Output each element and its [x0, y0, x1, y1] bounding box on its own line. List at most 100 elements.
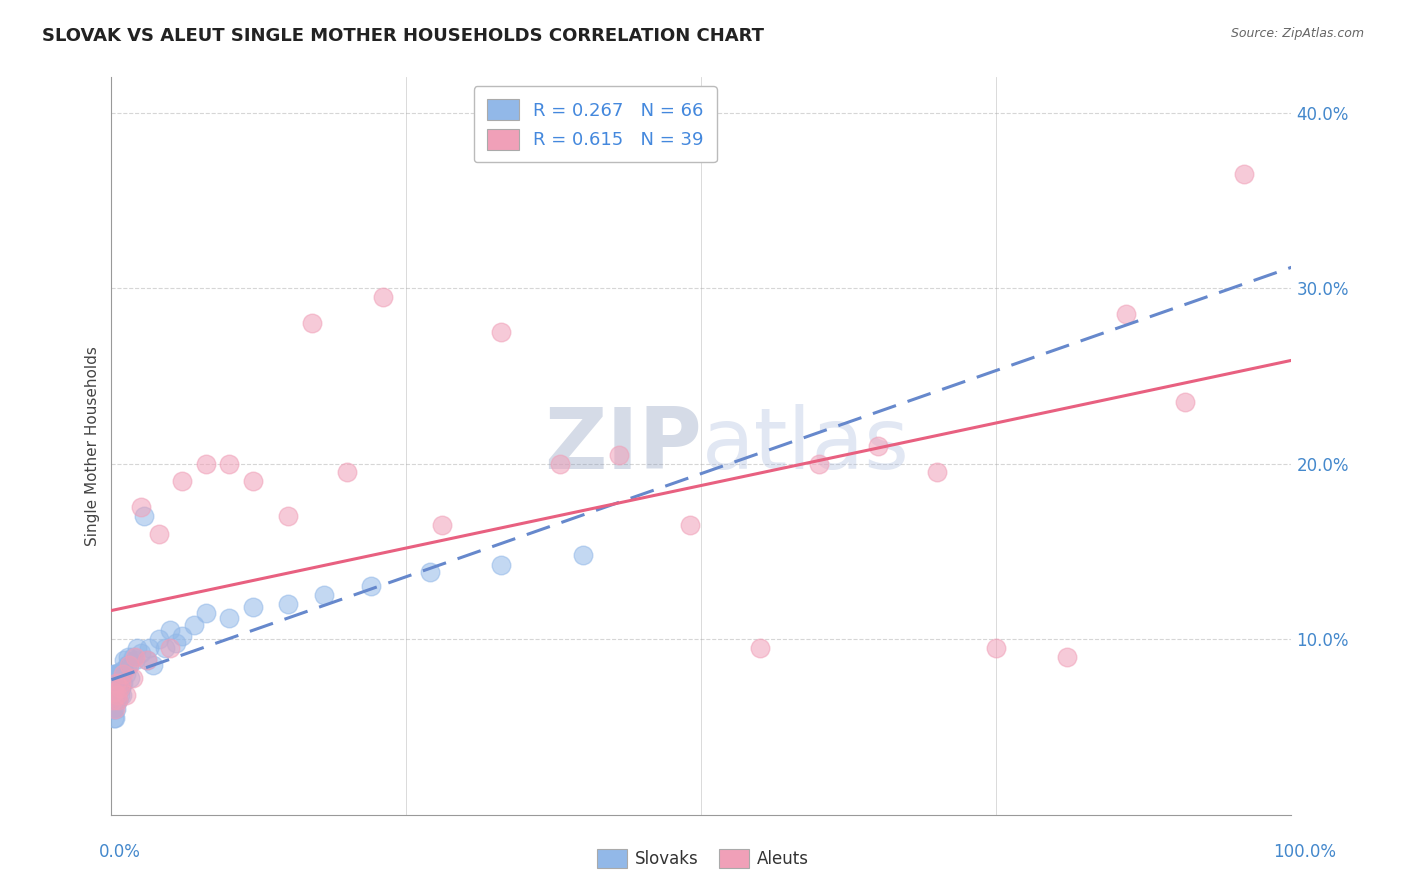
Point: [121, 649, 143, 664]
Point: [105, 702, 128, 716]
Point: [105, 676, 128, 690]
Point: [124, 649, 146, 664]
Point: [1174, 395, 1197, 409]
Point: [927, 466, 949, 480]
Point: [607, 448, 630, 462]
Point: [1115, 307, 1137, 321]
Point: [101, 702, 124, 716]
Point: [103, 681, 125, 696]
Point: [172, 474, 194, 488]
Point: [808, 457, 831, 471]
Point: [104, 688, 127, 702]
Point: [1233, 167, 1256, 181]
Point: [371, 290, 394, 304]
Point: [419, 566, 441, 580]
Point: [105, 684, 128, 698]
Point: [129, 646, 152, 660]
Y-axis label: Single Mother Households: Single Mother Households: [86, 346, 100, 546]
Point: [104, 702, 127, 716]
Point: [105, 693, 128, 707]
Text: 100.0%: 100.0%: [1272, 843, 1336, 861]
Point: [277, 597, 299, 611]
Point: [118, 658, 141, 673]
Point: [301, 316, 323, 330]
Point: [548, 457, 571, 471]
Point: [148, 632, 170, 646]
Point: [129, 500, 152, 515]
Point: [114, 688, 136, 702]
Point: [105, 676, 128, 690]
Point: [110, 664, 132, 678]
Point: [430, 518, 453, 533]
Point: [112, 667, 135, 681]
Point: [105, 667, 128, 681]
Point: [101, 693, 124, 707]
Text: 0.0%: 0.0%: [98, 843, 141, 861]
Legend: R = 0.267   N = 66, R = 0.615   N = 39: R = 0.267 N = 66, R = 0.615 N = 39: [474, 87, 717, 162]
Point: [103, 693, 125, 707]
Point: [110, 676, 132, 690]
Point: [117, 649, 139, 664]
Legend: Slovaks, Aleuts: Slovaks, Aleuts: [591, 842, 815, 875]
Point: [104, 711, 127, 725]
Point: [112, 664, 135, 678]
Point: [107, 693, 129, 707]
Point: [138, 640, 160, 655]
Point: [108, 671, 131, 685]
Point: [986, 640, 1008, 655]
Point: [104, 667, 127, 681]
Point: [101, 667, 124, 681]
Point: [678, 518, 700, 533]
Text: atlas: atlas: [702, 404, 910, 488]
Point: [360, 579, 382, 593]
Point: [194, 606, 217, 620]
Point: [242, 474, 264, 488]
Point: [148, 526, 170, 541]
Point: [104, 676, 127, 690]
Text: SLOVAK VS ALEUT SINGLE MOTHER HOUSEHOLDS CORRELATION CHART: SLOVAK VS ALEUT SINGLE MOTHER HOUSEHOLDS…: [42, 27, 765, 45]
Point: [103, 688, 125, 702]
Point: [105, 684, 128, 698]
Point: [165, 635, 187, 649]
Point: [142, 658, 165, 673]
Point: [134, 509, 156, 524]
Point: [103, 702, 125, 716]
Point: [183, 618, 205, 632]
Point: [105, 667, 128, 681]
Point: [868, 439, 890, 453]
Point: [101, 676, 124, 690]
Text: ZIP: ZIP: [544, 404, 702, 488]
Point: [1056, 649, 1078, 664]
Point: [489, 325, 512, 339]
Point: [127, 640, 149, 655]
Point: [218, 611, 240, 625]
Point: [103, 711, 125, 725]
Point: [105, 676, 128, 690]
Point: [108, 681, 131, 696]
Point: [107, 676, 129, 690]
Point: [110, 681, 132, 696]
Point: [111, 688, 134, 702]
Point: [135, 653, 157, 667]
Point: [172, 628, 194, 642]
Point: [112, 676, 135, 690]
Point: [107, 667, 129, 681]
Point: [194, 457, 217, 471]
Point: [277, 509, 299, 524]
Point: [124, 653, 146, 667]
Point: [489, 558, 512, 573]
Point: [336, 466, 359, 480]
Point: [104, 693, 127, 707]
Text: Source: ZipAtlas.com: Source: ZipAtlas.com: [1230, 27, 1364, 40]
Point: [242, 600, 264, 615]
Point: [104, 684, 127, 698]
Point: [105, 688, 128, 702]
Point: [118, 658, 141, 673]
Point: [120, 671, 142, 685]
Point: [572, 548, 595, 562]
Point: [103, 684, 125, 698]
Point: [114, 667, 136, 681]
Point: [101, 684, 124, 698]
Point: [121, 671, 143, 685]
Point: [107, 693, 129, 707]
